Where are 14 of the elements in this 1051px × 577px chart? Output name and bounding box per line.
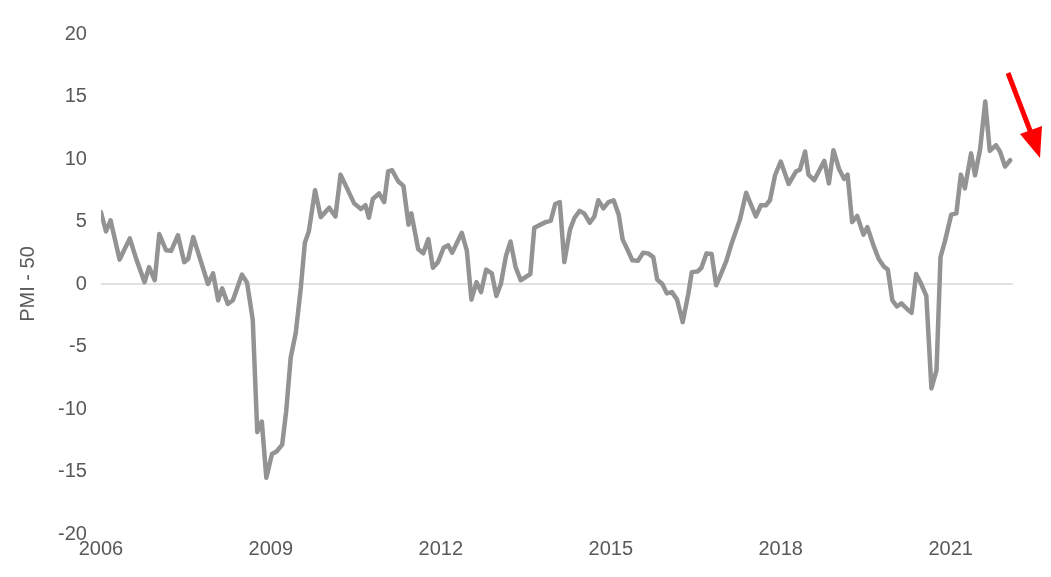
y-tick-label: 20: [64, 21, 87, 44]
y-tick-label: -15: [58, 459, 87, 482]
x-tick-label: 2018: [758, 536, 803, 559]
y-tick-label: 5: [75, 209, 87, 232]
y-tick-label: 15: [64, 84, 87, 107]
y-tick-label: -10: [58, 396, 87, 419]
y-axis-title: PMI - 50: [15, 246, 38, 322]
x-tick-label: 2015: [588, 536, 634, 559]
y-tick-label: 10: [64, 146, 87, 169]
y-tick-label: -5: [69, 334, 87, 357]
y-tick-label: 0: [75, 271, 87, 294]
x-tick-label: 2021: [928, 536, 973, 559]
x-tick-label: 2009: [248, 536, 294, 559]
x-tick-label: 2012: [418, 536, 464, 559]
